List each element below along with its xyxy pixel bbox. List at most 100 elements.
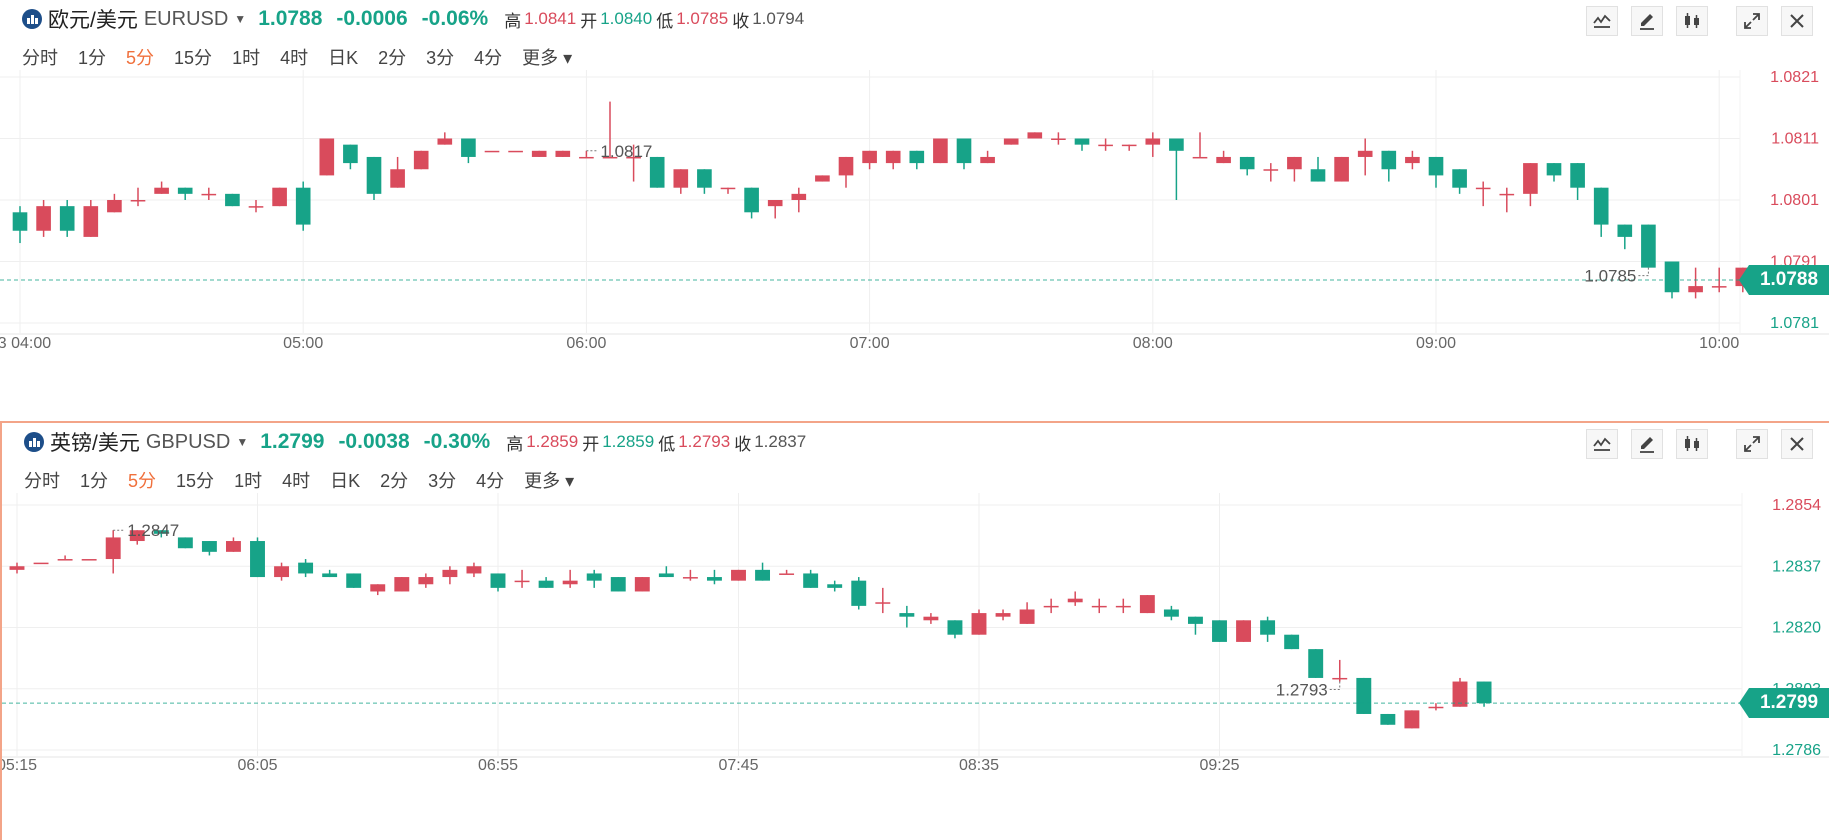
candle[interactable]: [413, 150, 429, 170]
timeframe-7[interactable]: 2分: [380, 471, 409, 491]
candle[interactable]: [319, 138, 335, 176]
candle[interactable]: [1121, 144, 1137, 151]
candle[interactable]: [1284, 634, 1300, 650]
candle[interactable]: [579, 150, 594, 159]
candle[interactable]: [1003, 138, 1019, 145]
candle[interactable]: [33, 562, 49, 565]
candle[interactable]: [1476, 681, 1492, 707]
candle[interactable]: [706, 569, 722, 585]
timeframe-0[interactable]: 分时: [22, 48, 58, 68]
candle[interactable]: [586, 569, 602, 588]
candle[interactable]: [394, 577, 410, 592]
chevron-down-icon[interactable]: ▼: [234, 12, 247, 26]
candle[interactable]: [767, 200, 783, 219]
candle[interactable]: [490, 573, 506, 592]
candle[interactable]: [1310, 156, 1326, 182]
candle[interactable]: [1499, 187, 1515, 213]
candle[interactable]: [1051, 132, 1066, 145]
candle[interactable]: [538, 577, 554, 588]
draw-icon[interactable]: [1631, 429, 1663, 459]
candle[interactable]: [1260, 616, 1276, 642]
candle[interactable]: [923, 613, 939, 624]
candle[interactable]: [1074, 138, 1090, 151]
candle[interactable]: [484, 150, 500, 153]
candle[interactable]: [370, 584, 386, 596]
candle[interactable]: [862, 150, 877, 170]
indicator-icon[interactable]: [1586, 429, 1618, 459]
candle[interactable]: [461, 138, 476, 164]
timeframe-2[interactable]: 5分: [128, 471, 157, 491]
candle[interactable]: [1593, 187, 1609, 237]
chevron-down-icon[interactable]: ▼: [236, 435, 249, 449]
candle[interactable]: [514, 569, 530, 588]
candle[interactable]: [1428, 703, 1444, 711]
candle[interactable]: [779, 569, 795, 575]
candle[interactable]: [602, 101, 618, 159]
candle[interactable]: [390, 156, 405, 188]
timeframe-10[interactable]: 更多 ▾: [522, 48, 573, 68]
timeframe-5[interactable]: 4时: [280, 48, 309, 68]
candle[interactable]: [83, 200, 99, 237]
candle[interactable]: [815, 175, 830, 182]
candle[interactable]: [682, 569, 698, 581]
candle[interactable]: [875, 587, 891, 614]
candle[interactable]: [1308, 649, 1324, 678]
candle[interactable]: [1239, 156, 1255, 176]
candle[interactable]: [129, 530, 145, 545]
timeframe-9[interactable]: 4分: [476, 471, 505, 491]
candle[interactable]: [531, 150, 547, 157]
expand-icon[interactable]: [1736, 429, 1768, 459]
candle[interactable]: [107, 193, 122, 213]
close-icon[interactable]: [1781, 6, 1813, 36]
candle[interactable]: [225, 193, 240, 207]
candle[interactable]: [1187, 616, 1203, 635]
timeframe-9[interactable]: 4分: [474, 48, 503, 68]
candle[interactable]: [225, 537, 241, 552]
close-icon[interactable]: [1781, 429, 1813, 459]
candle[interactable]: [791, 187, 807, 213]
candle[interactable]: [1115, 598, 1131, 614]
candle[interactable]: [1098, 138, 1113, 151]
candle[interactable]: [1169, 138, 1184, 201]
candle[interactable]: [1452, 677, 1468, 707]
candle[interactable]: [272, 187, 287, 207]
candle[interactable]: [755, 562, 771, 581]
timeframe-6[interactable]: 日K: [328, 48, 359, 68]
candle[interactable]: [720, 187, 736, 194]
candle[interactable]: [248, 200, 264, 213]
candle[interactable]: [1019, 602, 1035, 624]
candle[interactable]: [59, 200, 75, 237]
candle[interactable]: [634, 577, 650, 592]
candle[interactable]: [562, 569, 578, 588]
candle[interactable]: [1145, 132, 1161, 157]
candle[interactable]: [105, 530, 121, 574]
candle[interactable]: [1236, 620, 1252, 642]
candle[interactable]: [885, 150, 901, 170]
candle[interactable]: [1067, 591, 1083, 606]
candle[interactable]: [1332, 659, 1348, 682]
candle[interactable]: [1570, 163, 1585, 200]
candle[interactable]: [1163, 605, 1179, 621]
gbpusd-candlestick-chart[interactable]: 1.28541.28371.28201.28031.278605:1506:05…: [2, 493, 1829, 840]
candle[interactable]: [1192, 132, 1208, 159]
timeframe-4[interactable]: 1时: [234, 471, 263, 491]
candle[interactable]: [838, 156, 854, 188]
candle[interactable]: [1356, 677, 1372, 714]
candle[interactable]: [956, 138, 972, 170]
candle[interactable]: [153, 530, 169, 538]
timeframe-2[interactable]: 5分: [126, 48, 155, 68]
candle[interactable]: [36, 200, 51, 237]
candle[interactable]: [909, 150, 925, 170]
candle[interactable]: [971, 609, 987, 635]
candle[interactable]: [1287, 156, 1302, 182]
candle[interactable]: [1043, 598, 1059, 614]
timeframe-3[interactable]: 15分: [174, 48, 213, 68]
timeframe-4[interactable]: 1时: [232, 48, 261, 68]
candle[interactable]: [731, 569, 746, 581]
candle[interactable]: [610, 577, 626, 592]
candle[interactable]: [555, 150, 571, 157]
candle[interactable]: [418, 573, 434, 588]
candle[interactable]: [154, 181, 169, 194]
candle[interactable]: [295, 181, 311, 231]
